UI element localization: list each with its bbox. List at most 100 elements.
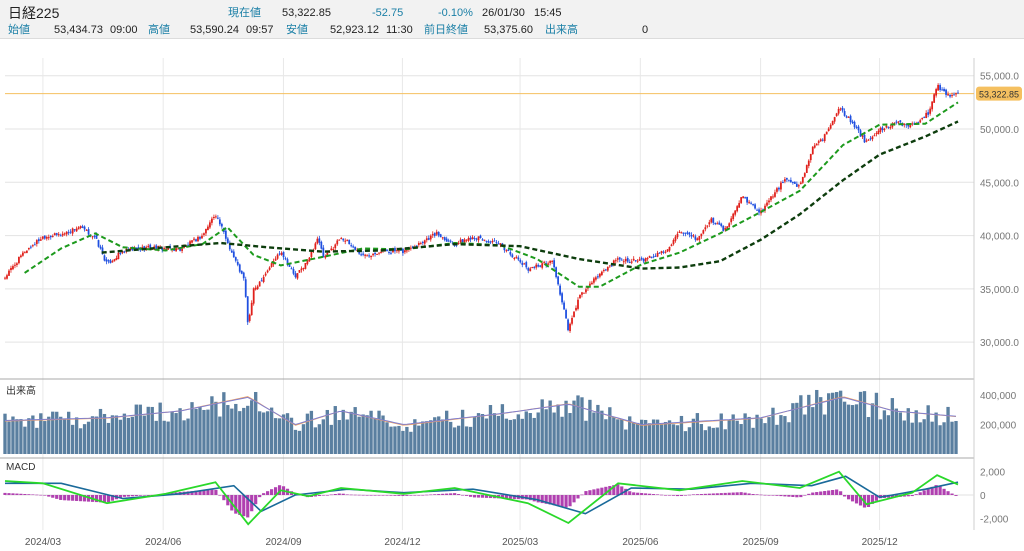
volume-bar: [898, 412, 902, 454]
volume-bar: [214, 401, 218, 454]
volume-bar: [799, 395, 803, 454]
candle-body: [571, 317, 573, 324]
macd-hist-bar: [461, 494, 465, 496]
macd-hist-bar: [75, 495, 79, 501]
candle-body: [569, 323, 571, 332]
volume-bar: [277, 418, 282, 454]
volume-bar: [293, 429, 298, 454]
candle-body: [875, 133, 878, 135]
volume-bar: [512, 419, 516, 454]
candle-body: [557, 276, 559, 285]
macd-hist-bar: [449, 493, 453, 495]
candle-body: [712, 217, 715, 223]
candle-body: [646, 258, 649, 260]
candle-body: [332, 249, 335, 250]
candle-body: [710, 218, 713, 223]
volume-bar: [636, 422, 640, 454]
macd-hist-bar: [763, 494, 767, 496]
candle-body: [867, 139, 870, 141]
macd-hist-bar: [783, 495, 787, 497]
macd-hist-bar: [130, 495, 134, 497]
candle-body: [507, 249, 510, 251]
volume-bar: [345, 419, 349, 454]
candle-body: [551, 260, 554, 262]
volume-bar: [616, 419, 620, 454]
volume-bar: [735, 420, 739, 454]
candle-body: [402, 248, 404, 254]
candle-body: [877, 130, 880, 135]
volume-bar: [202, 409, 206, 454]
volume-bar: [663, 421, 668, 454]
volume-bar: [930, 421, 934, 454]
candle-body: [620, 259, 623, 261]
volume-bar: [854, 404, 859, 454]
candle-body: [919, 120, 922, 123]
volume-bar: [102, 413, 107, 454]
candle-body: [758, 209, 760, 213]
candle-body: [567, 319, 569, 331]
candle-body: [290, 268, 293, 270]
candle-body: [218, 219, 221, 225]
candle-body: [801, 176, 804, 183]
macd-hist-bar: [210, 489, 214, 495]
macd-hist-bar: [146, 495, 150, 496]
candle-body: [786, 178, 788, 180]
volume-bar: [265, 411, 270, 454]
macd-hist-bar: [512, 495, 516, 499]
x-tick-label: 2025/06: [622, 537, 659, 548]
candle-body: [696, 238, 699, 241]
volume-bar: [492, 413, 497, 454]
macd-hist-bar: [759, 494, 763, 496]
macd-hist-bar: [357, 494, 361, 496]
price-tick-label: 45,000.0: [980, 178, 1019, 189]
candle-body: [398, 249, 400, 252]
chart-canvas[interactable]: 55,000.0 50,000.0 45,000.0 40,000.0 35,000.0…: [0, 38, 1024, 551]
volume-bar: [114, 415, 119, 454]
macd-hist-bar: [671, 495, 676, 496]
low-value: 52,923.12: [330, 24, 379, 36]
candle-body: [87, 229, 90, 235]
candle-body: [626, 258, 629, 262]
macd-hist-bar: [126, 495, 130, 497]
candle-body: [585, 289, 587, 293]
candle-body: [248, 314, 251, 321]
volume-bar: [787, 422, 791, 454]
candle-body: [314, 243, 317, 250]
macd-hist-bar: [870, 495, 875, 504]
volume-bar: [544, 409, 548, 454]
candle-body: [772, 196, 774, 198]
macd-line: [4, 470, 959, 526]
candle-body: [690, 234, 693, 237]
candle-body: [612, 260, 615, 266]
candle-body: [632, 258, 635, 261]
volume-bar: [437, 416, 441, 454]
candle-body: [175, 248, 177, 252]
candle-body: [471, 237, 474, 240]
candle-body: [700, 233, 703, 237]
macd-hist-bar: [445, 493, 449, 495]
volume-bar: [31, 415, 35, 454]
macd-hist-bar: [552, 495, 556, 506]
candle-body: [85, 229, 88, 231]
macd-hist-bar: [134, 495, 138, 497]
candle-body: [921, 118, 924, 120]
candle-body: [686, 232, 689, 234]
candle-body: [839, 108, 842, 110]
candle-body: [815, 143, 818, 146]
macd-hist-bar: [337, 493, 341, 495]
price-change: -52.75: [372, 7, 404, 19]
candle-body: [139, 249, 142, 251]
macd-hist-bar: [703, 493, 707, 495]
candle-body: [606, 267, 609, 271]
x-tick-label: 2024/09: [265, 537, 302, 548]
macd-hist-bar: [122, 495, 126, 497]
macd-hist-bar: [564, 495, 568, 508]
candle-body: [340, 238, 343, 240]
macd-hist-bar: [831, 490, 835, 495]
volume-panel-title: 出来高: [6, 384, 36, 397]
candle-body: [425, 238, 428, 241]
candle-body: [59, 235, 62, 237]
volume-bar: [166, 421, 170, 454]
candle-body: [433, 233, 436, 236]
macd-hist-bar: [43, 495, 47, 496]
